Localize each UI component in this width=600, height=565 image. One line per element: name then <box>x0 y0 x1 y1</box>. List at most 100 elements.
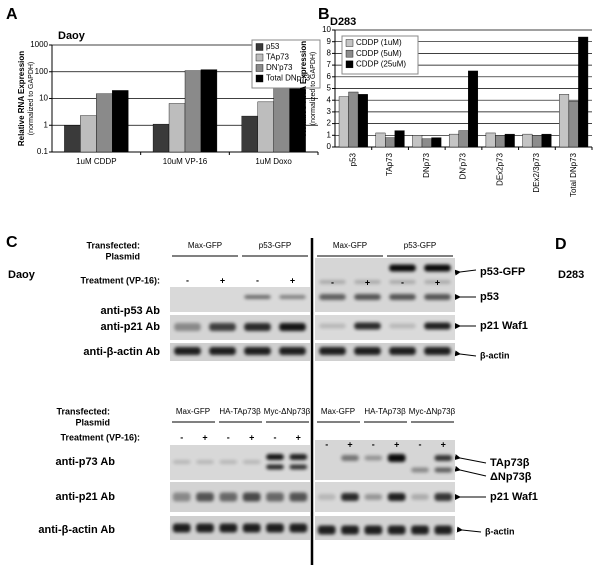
legend <box>341 35 419 75</box>
blot-band <box>354 280 381 284</box>
blot-band <box>354 347 381 355</box>
treatment-sign: + <box>441 439 446 449</box>
bar <box>485 132 496 148</box>
bar <box>375 132 386 148</box>
chart-title: Daoy <box>58 30 86 42</box>
blot-band <box>319 323 346 329</box>
plasmid: Myc-ΔNp73β <box>264 407 311 416</box>
y-tick-label: 10 <box>39 94 48 103</box>
y-axis-label: Relative RNA Expression <box>17 51 26 146</box>
marker-label: p53-GFP <box>480 266 525 278</box>
label: Transfected: <box>56 406 110 416</box>
marker-label: p53 <box>480 291 499 303</box>
treatment-sign: + <box>202 432 207 442</box>
plasmid: p53-GFP <box>259 241 291 250</box>
marker-label: p21 Waf1 <box>480 320 528 332</box>
bar <box>522 133 533 148</box>
blot-band <box>219 523 238 533</box>
legend-swatch <box>255 74 264 83</box>
blot-band <box>319 294 346 300</box>
bar <box>273 84 290 153</box>
bar <box>200 69 218 153</box>
y-tick-label: 7 <box>327 60 332 69</box>
blot-strip <box>315 440 455 480</box>
blot-band <box>424 294 451 300</box>
blot-band <box>424 322 451 330</box>
treatment-sign: - <box>186 275 189 285</box>
blot-band <box>389 323 416 329</box>
blot-band <box>434 455 453 461</box>
blot-strip <box>170 287 310 312</box>
legend-label: CDDP (1uM) <box>356 38 402 47</box>
blot-band <box>289 523 308 533</box>
blot-band <box>209 347 236 355</box>
blot-band <box>411 467 429 473</box>
blot-band <box>266 492 284 502</box>
blot-band <box>242 523 261 533</box>
blot-band <box>172 460 191 464</box>
bar <box>394 130 405 148</box>
blot-band <box>354 322 381 330</box>
legend-label: CDDP (25uM) <box>356 59 406 68</box>
y-tick-label: 9 <box>327 37 332 46</box>
treatment-sign: - <box>419 439 422 449</box>
legend-label: Total DNp73 <box>266 74 311 83</box>
x-tick-label: Total DNp73 <box>569 152 578 197</box>
y-tick-label: 1000 <box>30 40 48 49</box>
row-label: anti-p73 Ab <box>56 456 116 468</box>
bar <box>412 135 423 148</box>
blot-band <box>319 280 346 284</box>
blot-band <box>341 455 359 461</box>
blot-strip <box>315 516 455 540</box>
plasmid: Max-GFP <box>188 241 222 250</box>
blot-band <box>279 295 306 299</box>
bar <box>559 94 570 148</box>
y-tick-label: 2 <box>327 119 332 128</box>
blot-band <box>341 525 359 535</box>
marker-label: β-actin <box>485 526 515 536</box>
legend-label: CDDP (5uM) <box>356 49 402 58</box>
blot-band <box>196 523 214 533</box>
blot-band <box>279 323 306 331</box>
x-tick-label: 1uM CDDP <box>76 157 116 166</box>
blot-band <box>242 460 261 464</box>
bar <box>348 91 359 148</box>
treatment-sign: + <box>220 275 225 285</box>
bar <box>152 123 170 153</box>
blot-band <box>279 347 306 355</box>
panel-letter: D <box>555 236 567 253</box>
blot-band <box>434 493 453 501</box>
blot-band <box>196 460 214 464</box>
treatment-sign: - <box>331 277 334 287</box>
plasmid: p53-GFP <box>404 241 436 250</box>
treatment-sign: + <box>435 277 440 287</box>
bar <box>541 133 552 148</box>
marker-label: ΔNp73β <box>490 471 532 483</box>
blot-band <box>389 280 416 284</box>
blot-band <box>434 467 453 473</box>
x-tick-label: DEx2p73 <box>495 152 504 185</box>
blot-band <box>424 264 451 272</box>
blot-band <box>174 323 201 331</box>
arrow <box>454 454 487 464</box>
label: Transfected: <box>86 240 140 250</box>
arrow <box>456 526 482 533</box>
arrow <box>454 350 477 357</box>
y-tick-label: 0 <box>327 142 332 151</box>
label: Treatment (VP-16): <box>80 275 160 285</box>
treatment-sign: + <box>365 277 370 287</box>
treatment-sign: + <box>347 439 352 449</box>
bar <box>578 36 589 148</box>
y-tick-label: 1 <box>44 120 49 129</box>
bar <box>568 101 579 148</box>
plasmid: HA-TAp73β <box>364 407 406 416</box>
cell-line: Daoy <box>8 269 36 281</box>
blot-strip <box>170 482 310 512</box>
blot-band <box>244 323 271 331</box>
bar <box>168 103 186 153</box>
legend-swatch <box>345 49 354 58</box>
x-tick-label: DNp73 <box>422 152 431 177</box>
blot-band <box>242 492 261 502</box>
blot-band <box>266 523 284 533</box>
row-label: anti-p21 Ab <box>101 321 161 333</box>
